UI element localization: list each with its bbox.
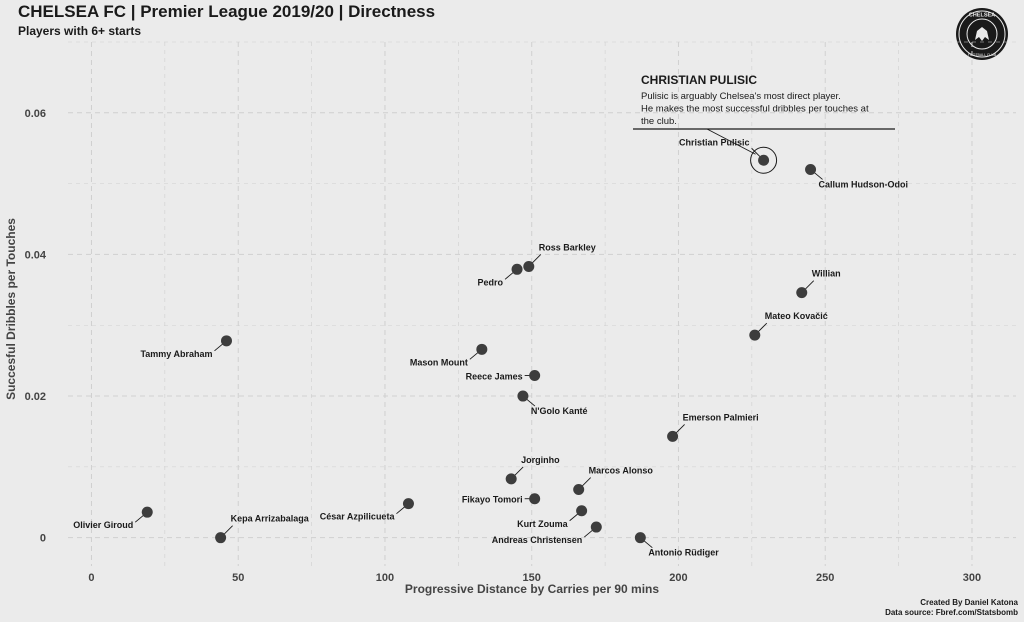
data-point — [511, 263, 523, 275]
point-label: N'Golo Kanté — [531, 406, 588, 416]
data-point — [805, 163, 817, 175]
svg-text:CHELSEA: CHELSEA — [969, 13, 995, 19]
chart-subtitle: Players with 6+ starts — [18, 24, 142, 38]
data-point — [215, 532, 227, 544]
data-point — [529, 370, 541, 382]
y-tick-label: 0.06 — [25, 108, 46, 120]
point-label: Andreas Christensen — [492, 535, 583, 545]
point-label: Mason Mount — [410, 357, 468, 367]
x-tick-label: 0 — [88, 572, 94, 584]
point-label: Kurt Zouma — [517, 519, 568, 529]
annotation-text-line: He makes the most successful dribbles pe… — [641, 104, 869, 115]
annotation-title: CHRISTIAN PULISIC — [641, 73, 757, 87]
x-tick-label: 300 — [963, 572, 981, 584]
point-label: Pedro — [478, 277, 504, 287]
data-point — [749, 329, 761, 341]
x-axis-title: Progressive Distance by Carries per 90 m… — [405, 582, 659, 596]
data-point — [517, 390, 529, 402]
data-point — [220, 335, 232, 347]
point-label: Mateo Kovačić — [765, 311, 828, 321]
data-point — [667, 430, 679, 442]
data-point — [634, 532, 646, 544]
point-label: Willian — [812, 269, 841, 279]
credit-source: Data source: Fbref.com/Statsbomb — [885, 608, 1018, 617]
annotation-pointer — [706, 128, 756, 155]
y-tick-label: 0.02 — [25, 391, 46, 403]
svg-text:FOOTBALL CLUB: FOOTBALL CLUB — [968, 53, 997, 57]
x-tick-label: 100 — [376, 572, 394, 584]
annotation-text-line: the club. — [641, 116, 677, 127]
point-label: Fikayo Tomori — [462, 495, 523, 505]
data-point — [402, 498, 414, 510]
y-tick-label: 0 — [40, 533, 46, 545]
x-tick-label: 250 — [816, 572, 834, 584]
point-label: Antonio Rüdiger — [648, 548, 719, 558]
data-point — [590, 521, 602, 533]
data-point — [141, 506, 153, 518]
point-label: Reece James — [466, 372, 523, 382]
credit-author: Created By Daniel Katona — [920, 598, 1018, 607]
data-point — [576, 505, 588, 517]
point-label: Callum Hudson-Odoi — [819, 179, 909, 189]
point-label: Olivier Giroud — [73, 520, 133, 530]
point-label: Ross Barkley — [539, 242, 596, 252]
data-point — [758, 154, 770, 166]
data-point — [476, 343, 488, 355]
chart-title: CHELSEA FC | Premier League 2019/20 | Di… — [18, 2, 436, 21]
point-label: Christian Pulisic — [679, 137, 750, 147]
data-point — [573, 484, 585, 496]
data-point — [796, 287, 808, 299]
point-label: Kepa Arrizabalaga — [231, 514, 310, 524]
y-tick-label: 0.04 — [25, 249, 47, 261]
x-tick-label: 50 — [232, 572, 244, 584]
chelsea-crest-logo: CHELSEA FOOTBALL CLUB — [956, 8, 1008, 60]
x-tick-label: 150 — [523, 572, 541, 584]
data-point — [505, 473, 517, 485]
point-label: Tammy Abraham — [140, 349, 212, 359]
point-label: César Azpilicueta — [320, 512, 396, 522]
credits: Created By Daniel Katona Data source: Fb… — [885, 598, 1018, 618]
highlight-ring — [750, 146, 778, 174]
point-label: Jorginho — [521, 455, 560, 465]
annotation-text-line: Pulisic is arguably Chelsea's most direc… — [641, 91, 841, 102]
y-axis-title: Succesful Dribbles per Touches — [4, 218, 18, 400]
point-label: Emerson Palmieri — [683, 412, 759, 422]
data-point — [529, 493, 541, 505]
data-point — [523, 260, 535, 272]
x-tick-label: 200 — [669, 572, 687, 584]
point-label: Marcos Alonso — [589, 466, 654, 476]
